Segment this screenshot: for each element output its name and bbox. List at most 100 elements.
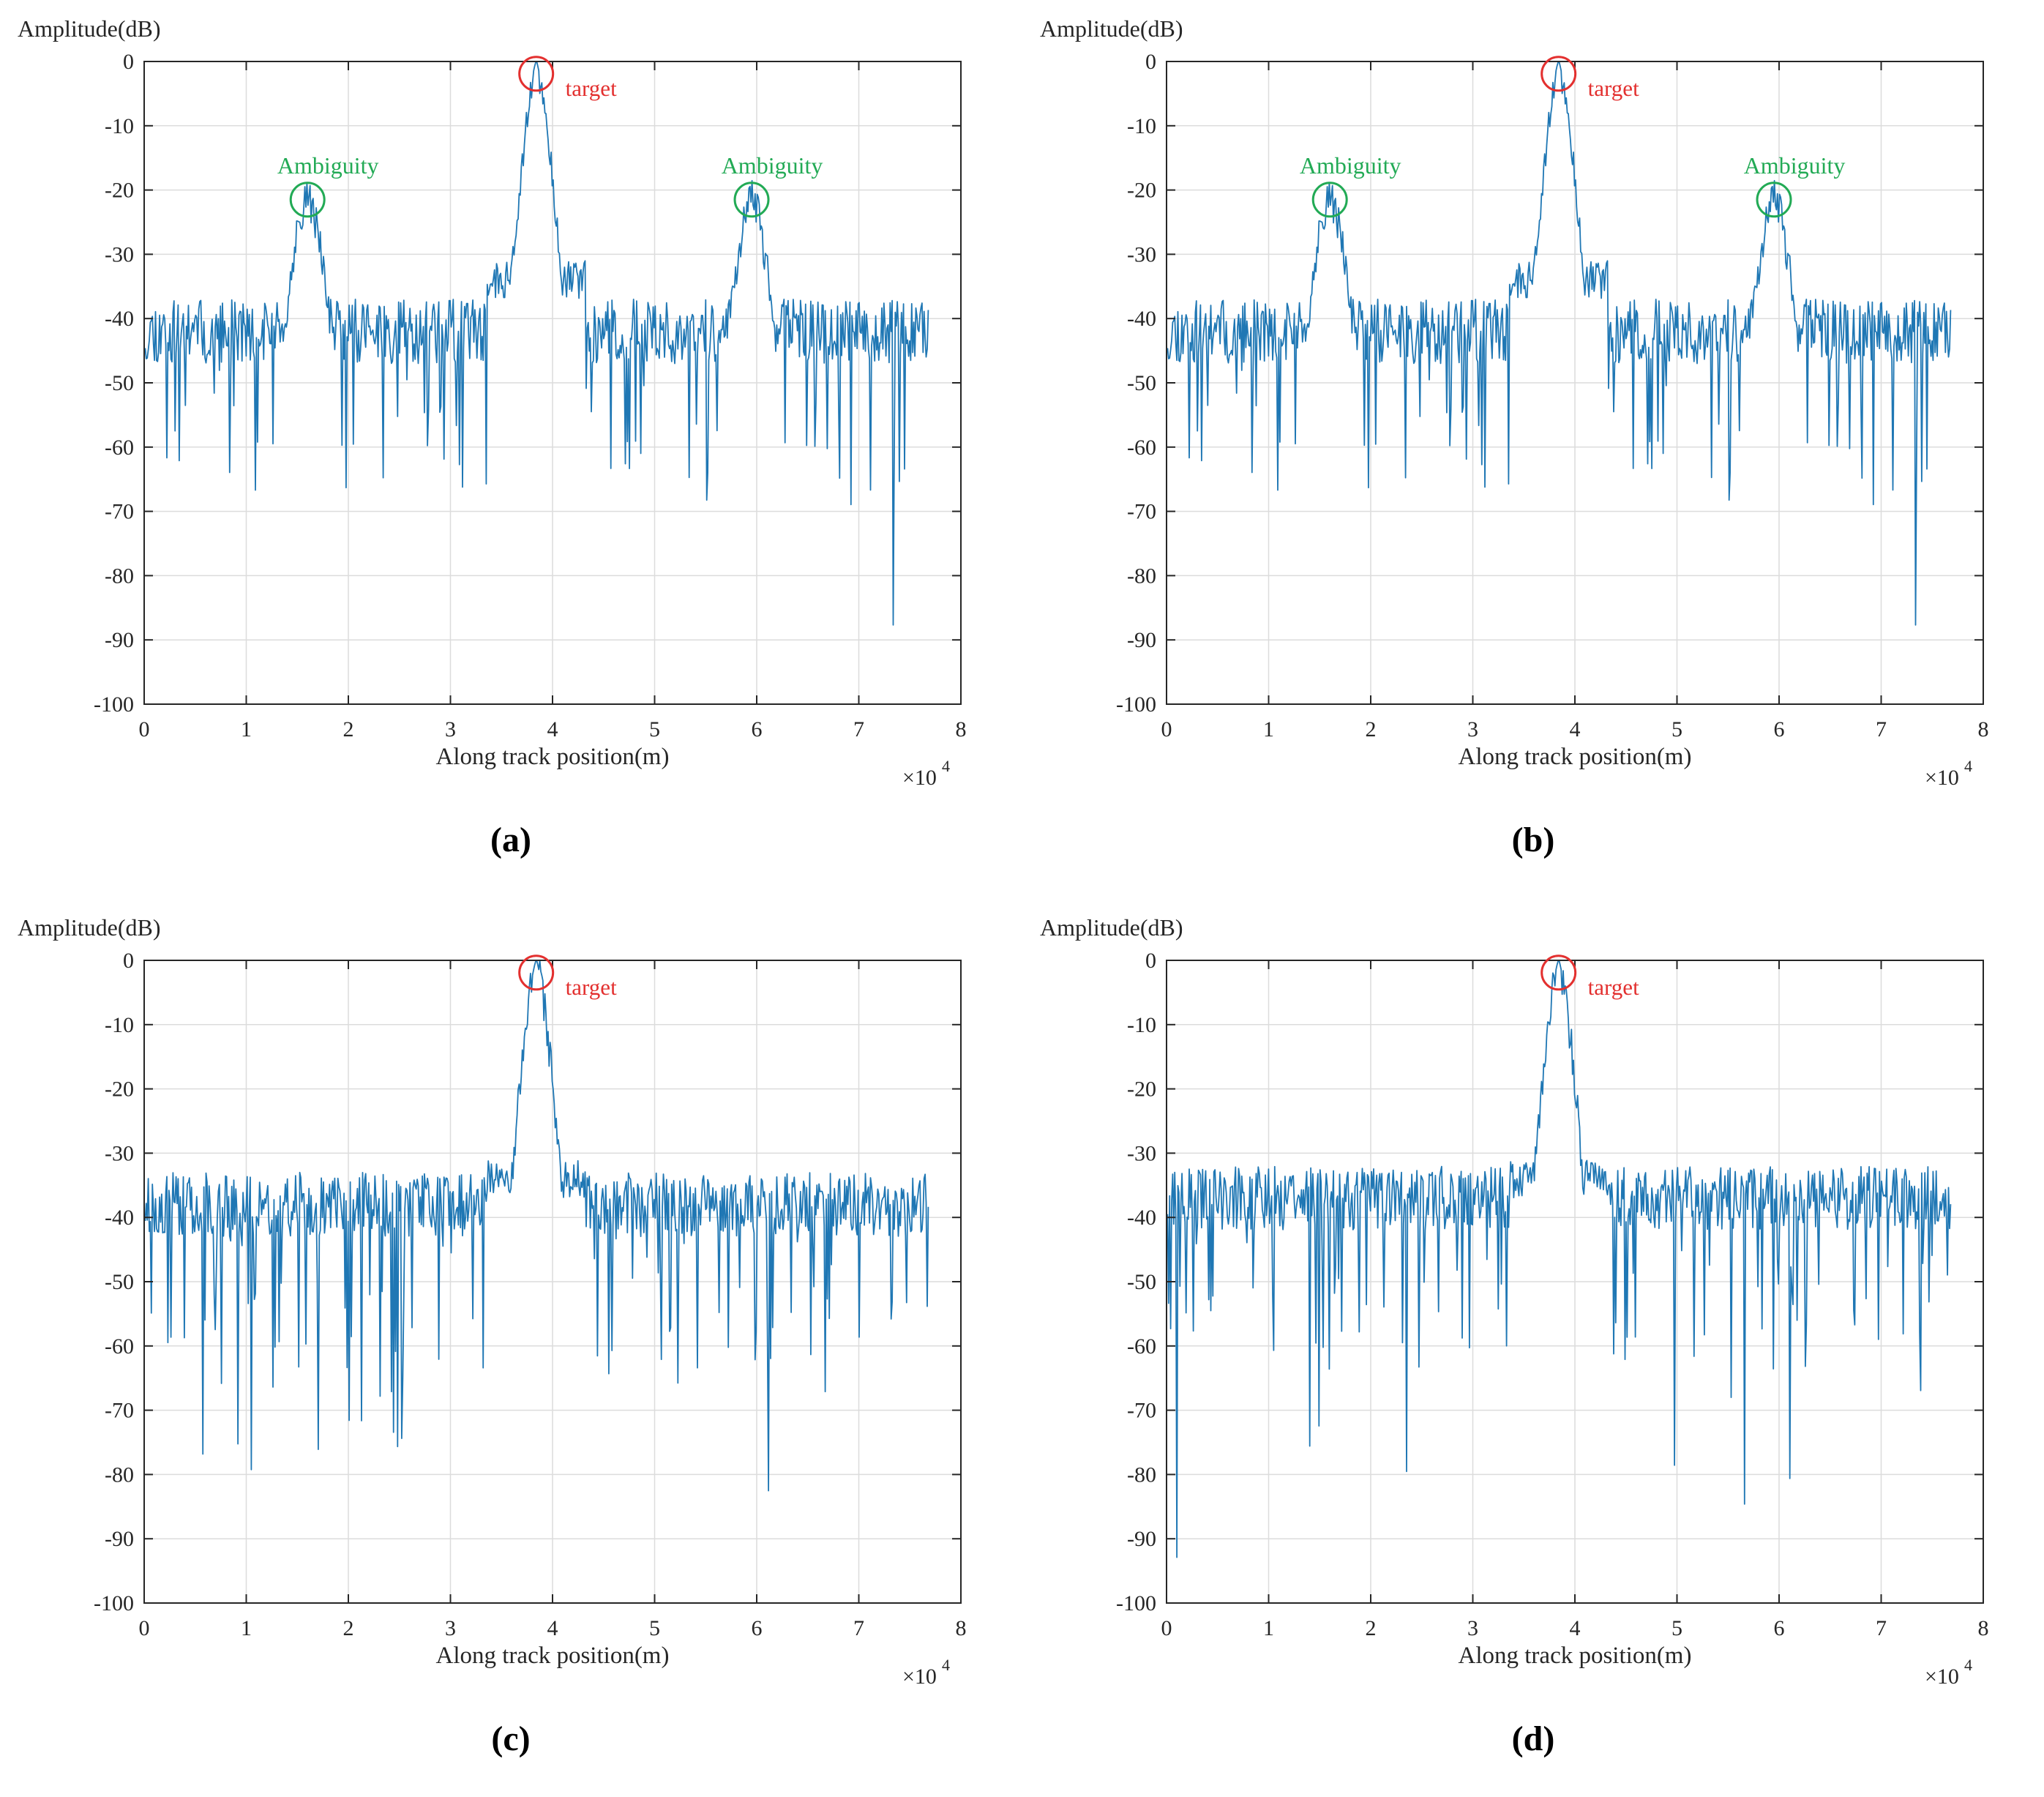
- y-tick-label: -70: [105, 1399, 134, 1423]
- y-tick-label: -100: [94, 692, 134, 717]
- x-tick-label: 6: [752, 717, 763, 741]
- target-label: target: [1588, 75, 1639, 101]
- series-line: [1167, 960, 1952, 1558]
- x-multiplier-label: ×10: [902, 766, 937, 790]
- series-line: [144, 960, 929, 1492]
- x-axis-label: Along track position(m): [1459, 744, 1692, 770]
- x-tick-label: 5: [1671, 717, 1682, 741]
- y-tick-label: -80: [1127, 1462, 1156, 1487]
- x-axis-label: Along track position(m): [1459, 1643, 1692, 1669]
- x-tick-label: 6: [752, 1616, 763, 1640]
- x-tick-label: 5: [649, 1616, 660, 1640]
- y-tick-label: -70: [1127, 500, 1156, 524]
- ambiguity-marker-circle: [289, 182, 326, 218]
- y-tick-label: -20: [105, 1077, 134, 1102]
- y-tick-label: -60: [1127, 436, 1156, 460]
- y-tick-label: -10: [105, 1013, 134, 1037]
- x-tick-label: 4: [547, 1616, 558, 1640]
- x-tick-label: 6: [1774, 717, 1785, 741]
- y-tick-label: -80: [105, 564, 134, 588]
- y-tick-label: -80: [105, 1462, 134, 1487]
- caption-b: (b): [1511, 821, 1555, 859]
- x-tick-label: 5: [649, 717, 660, 741]
- y-tick-label: -50: [1127, 371, 1156, 395]
- caption-a: (a): [490, 821, 531, 859]
- ambiguity-label: Ambiguity: [722, 152, 823, 179]
- x-tick-label: 8: [956, 717, 967, 741]
- y-tick-label: -70: [105, 500, 134, 524]
- chart-panel-d: 0 1 2 3 4 5 6 7 8 0 -10 -20 -30 -40 -50 -60 -70 -80 -90 -10…: [1022, 899, 2044, 1797]
- target-marker-circle: [518, 56, 555, 92]
- y-tick-label: -50: [105, 1270, 134, 1294]
- chart-c: 0 1 2 3 4 5 6 7 8 0 -10 -20 -30 -40 -50 -60 -70 -80 -90 -10…: [18, 914, 967, 1689]
- ambiguity-marker-circle: [1311, 182, 1348, 218]
- x-tick-label: 8: [1978, 1616, 1989, 1640]
- x-tick-label: 8: [956, 1616, 967, 1640]
- chart-b: 0 1 2 3 4 5 6 7 8 0 -10 -20 -30 -40 -50 -60 -70 -80 -90 -10…: [1040, 15, 1989, 790]
- x-tick-label: 1: [1263, 1616, 1274, 1640]
- y-tick-label: -40: [105, 1206, 134, 1230]
- x-axis-label: Along track position(m): [436, 1643, 670, 1669]
- y-tick-label: -60: [105, 436, 134, 460]
- y-tick-label: -50: [105, 371, 134, 395]
- y-tick-label: -60: [1127, 1334, 1156, 1359]
- x-tick-label: 0: [1161, 1616, 1172, 1640]
- y-tick-label: -10: [1127, 1013, 1156, 1037]
- y-tick-label: -90: [105, 628, 134, 652]
- chart-panel-a: 0 1 2 3 4 5 6 7 8 0 -10 -20 -30 -40 -50 -60 -70 -80 -90 -10…: [0, 0, 1022, 898]
- y-tick-label: 0: [1145, 949, 1156, 973]
- x-tick-label: 2: [1366, 717, 1377, 741]
- x-tick-label: 7: [853, 1616, 864, 1640]
- target-marker-circle: [518, 954, 555, 991]
- series-line: [1167, 61, 1952, 626]
- x-tick-label: 2: [343, 1616, 354, 1640]
- y-tick-label: -100: [94, 1591, 134, 1615]
- y-tick-label: -70: [1127, 1399, 1156, 1423]
- ambiguity-marker-circle: [733, 182, 770, 218]
- y-tick-label: -20: [1127, 1077, 1156, 1102]
- chart-panel-b: 0 1 2 3 4 5 6 7 8 0 -10 -20 -30 -40 -50 -60 -70 -80 -90 -10…: [1022, 0, 2044, 898]
- ambiguity-label: Ambiguity: [1744, 152, 1846, 179]
- x-tick-label: 1: [1263, 717, 1274, 741]
- target-label: target: [566, 974, 617, 1000]
- x-tick-label: 7: [853, 717, 864, 741]
- y-tick-label: -30: [105, 1141, 134, 1165]
- y-tick-label: -90: [105, 1527, 134, 1551]
- x-tick-label: 0: [139, 717, 150, 741]
- x-multiplier-label: ×10: [902, 1665, 937, 1689]
- caption-c: (c): [491, 1719, 531, 1758]
- x-multiplier-label: ×10: [1925, 766, 1959, 790]
- y-tick-label: -80: [1127, 564, 1156, 588]
- chart-a: 0 1 2 3 4 5 6 7 8 0 -10 -20 -30 -40 -50 -60 -70 -80 -90 -10…: [18, 15, 967, 790]
- y-tick-label: -60: [105, 1334, 134, 1359]
- x-tick-label: 2: [1366, 1616, 1377, 1640]
- x-tick-label: 3: [445, 717, 456, 741]
- y-tick-label: 0: [123, 50, 134, 74]
- x-multiplier-exponent: 4: [942, 757, 950, 775]
- y-tick-label: 0: [1145, 50, 1156, 74]
- y-tick-label: -10: [1127, 114, 1156, 138]
- y-tick-label: -40: [1127, 1206, 1156, 1230]
- x-tick-label: 4: [1570, 717, 1581, 741]
- y-tick-label: -90: [1127, 1527, 1156, 1551]
- ambiguity-label: Ambiguity: [1300, 152, 1401, 179]
- y-tick-label: 0: [123, 949, 134, 973]
- chart-panel-c: 0 1 2 3 4 5 6 7 8 0 -10 -20 -30 -40 -50 -60 -70 -80 -90 -10…: [0, 899, 1022, 1797]
- ambiguity-label: Ambiguity: [277, 152, 379, 179]
- x-tick-label: 3: [1467, 1616, 1478, 1640]
- y-tick-label: -30: [1127, 242, 1156, 266]
- x-tick-label: 4: [1570, 1616, 1581, 1640]
- x-tick-label: 0: [139, 1616, 150, 1640]
- x-tick-label: 6: [1774, 1616, 1785, 1640]
- y-tick-label: -30: [105, 242, 134, 266]
- y-axis-label: Amplitude(dB): [1040, 914, 1183, 941]
- x-axis-label: Along track position(m): [436, 744, 670, 770]
- x-tick-label: 0: [1161, 717, 1172, 741]
- ambiguity-marker-circle: [1756, 182, 1792, 218]
- y-tick-label: -10: [105, 114, 134, 138]
- x-tick-label: 2: [343, 717, 354, 741]
- x-multiplier-exponent: 4: [942, 1656, 950, 1674]
- x-tick-label: 1: [241, 717, 252, 741]
- x-tick-label: 4: [547, 717, 558, 741]
- y-tick-label: -20: [105, 179, 134, 203]
